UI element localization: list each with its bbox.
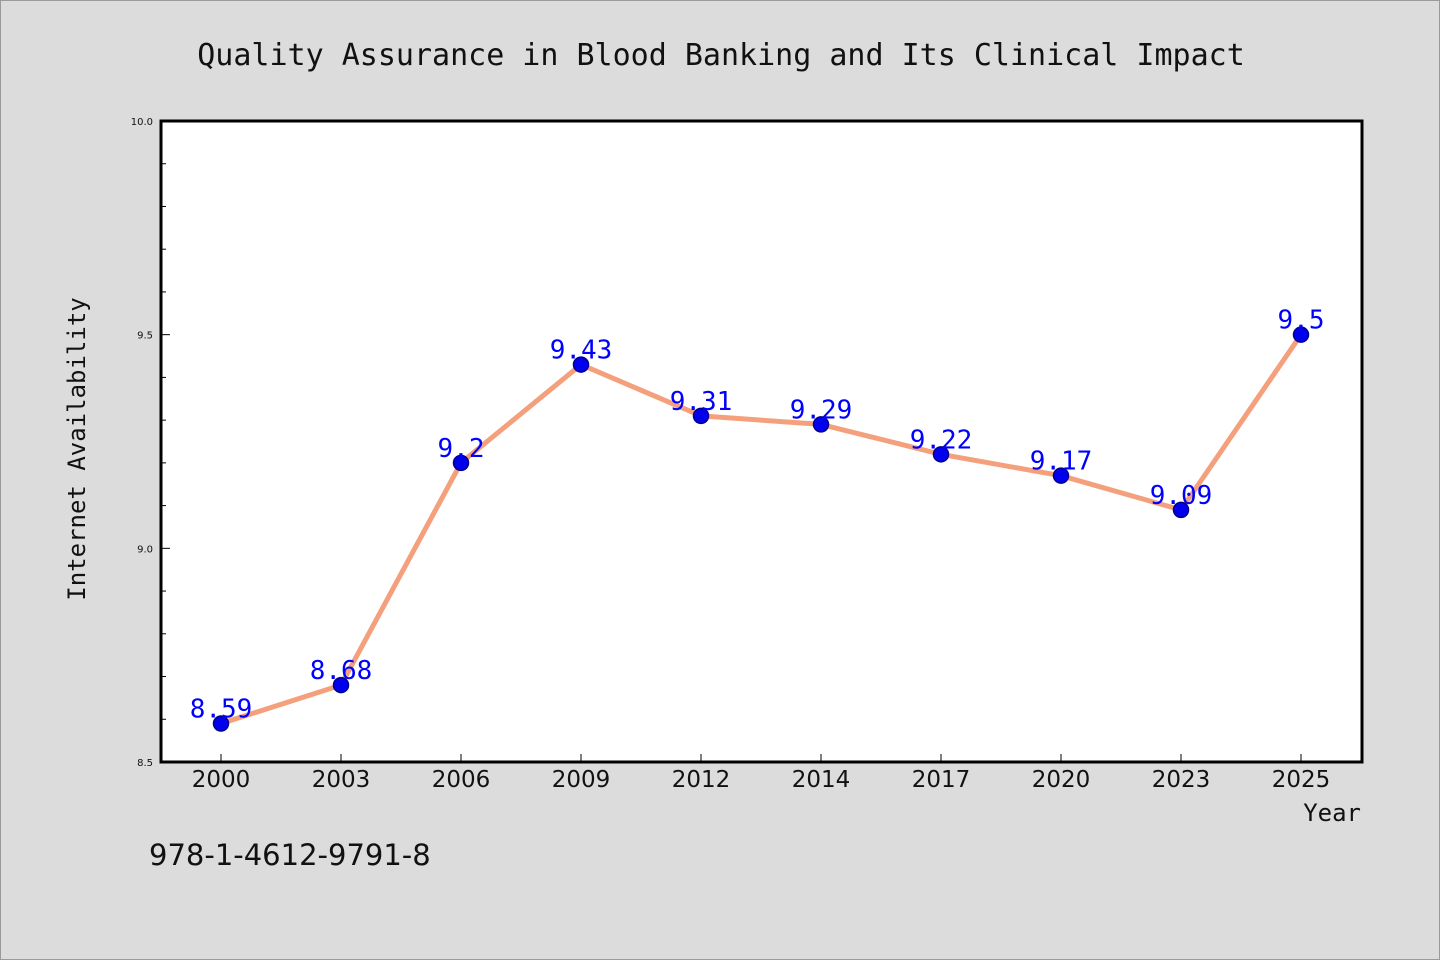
data-label: 8.68 xyxy=(310,656,373,686)
y-axis: 8.5 9.0 9.5 10.0 xyxy=(131,117,170,769)
x-tick-label: 2003 xyxy=(312,767,371,793)
data-point xyxy=(1292,326,1310,343)
data-point xyxy=(1052,467,1070,484)
chart-title: Quality Assurance in Blood Banking and I… xyxy=(197,38,1245,73)
x-tick-label: 2014 xyxy=(792,767,851,793)
x-tick-label: 2025 xyxy=(1272,767,1331,793)
x-tick-label: 2023 xyxy=(1152,767,1211,793)
y-tick-label: 10.0 xyxy=(131,117,153,128)
isbn-text: 978-1-4612-9791-8 xyxy=(149,838,431,872)
x-tick-label: 2017 xyxy=(912,767,971,793)
x-tick-label: 2012 xyxy=(672,767,731,793)
markers-group xyxy=(212,326,1310,732)
data-point xyxy=(452,454,470,472)
data-labels-group: 8.59 8.68 9.2 9.43 9.31 9.29 9.22 9.17 9.09 9.5 xyxy=(190,306,1325,725)
x-axis-label: Year xyxy=(1303,799,1361,827)
data-label: 9.29 xyxy=(790,395,853,425)
x-axis: 2000 2003 2006 2009 2012 2014 2017 2020 2023 2025 xyxy=(192,754,1331,793)
data-label: 9.31 xyxy=(670,387,733,417)
data-point xyxy=(212,715,230,732)
y-tick-label: 9.0 xyxy=(137,544,153,555)
data-point xyxy=(572,356,590,373)
y-tick-label: 9.5 xyxy=(137,331,153,342)
data-label: 9.43 xyxy=(550,336,613,366)
x-tick-label: 2000 xyxy=(192,767,251,793)
x-tick-label: 2020 xyxy=(1032,767,1091,793)
data-label: 9.5 xyxy=(1278,306,1325,336)
data-label: 9.2 xyxy=(438,434,485,464)
data-point xyxy=(932,446,950,463)
data-label: 9.09 xyxy=(1150,481,1213,511)
data-label: 8.59 xyxy=(190,695,253,725)
series-line-group xyxy=(218,332,1304,727)
data-point xyxy=(332,676,350,694)
data-point xyxy=(692,407,710,425)
x-tick-label: 2006 xyxy=(432,767,491,793)
y-tick-label: 8.5 xyxy=(137,758,153,769)
data-point xyxy=(812,416,830,433)
plot-area xyxy=(159,119,1364,764)
data-label: 9.17 xyxy=(1030,447,1093,477)
data-point xyxy=(1172,501,1190,519)
x-tick-label: 2009 xyxy=(552,767,611,793)
series-line xyxy=(218,332,1304,727)
data-label: 9.22 xyxy=(910,425,973,455)
y-axis-label: Internet Availability xyxy=(63,297,91,600)
